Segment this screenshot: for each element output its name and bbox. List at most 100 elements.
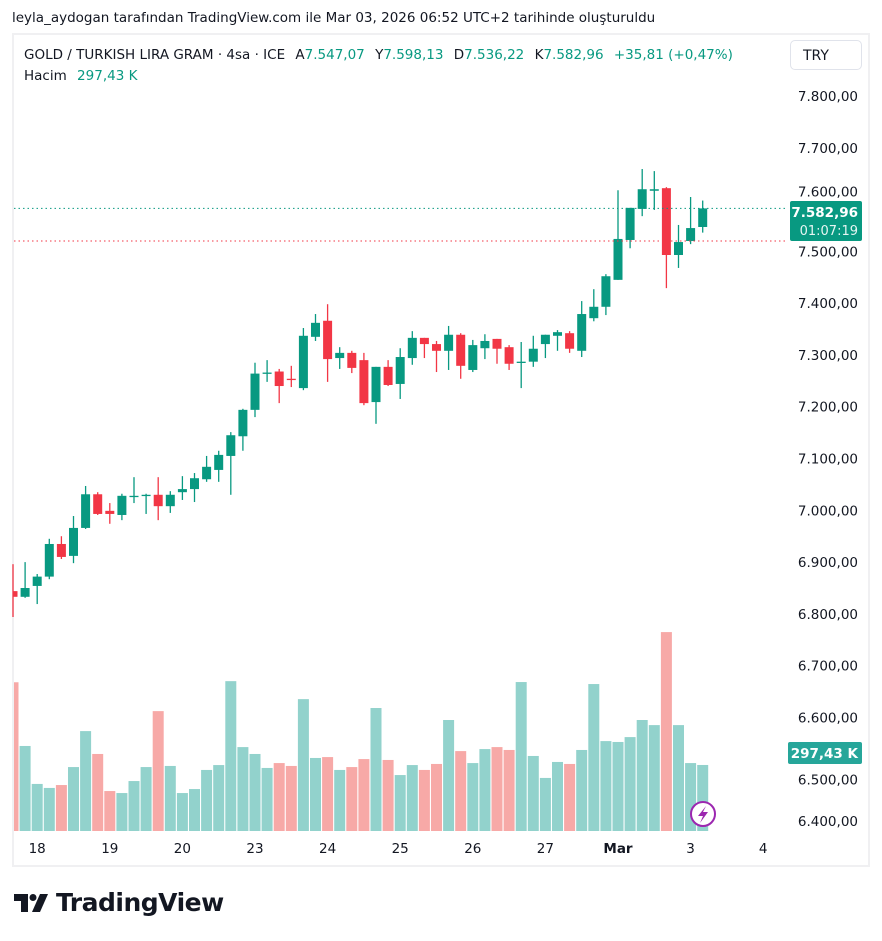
candle: [274, 368, 284, 404]
volume-bar: [443, 720, 455, 831]
volume-bar: [552, 761, 563, 831]
x-tick-label: 20: [174, 841, 191, 857]
volume-bar: [310, 757, 321, 831]
volume-bar: [455, 751, 467, 831]
candle: [456, 333, 466, 379]
candle-body: [601, 276, 611, 307]
candle-body: [359, 360, 369, 404]
last-price-value: 7.582,96: [791, 205, 858, 221]
candle: [311, 314, 320, 341]
candle-body: [298, 335, 308, 389]
candle: [613, 190, 623, 280]
volume-bar: [334, 769, 346, 831]
candle: [238, 408, 248, 451]
volume-bar: [479, 749, 491, 831]
volume-bar: [285, 765, 297, 831]
candle: [589, 289, 599, 322]
volume-bar: [14, 682, 19, 831]
candle: [492, 338, 502, 364]
candle: [262, 360, 272, 382]
candle: [395, 348, 405, 399]
candle: [504, 345, 514, 370]
candle-body: [274, 371, 284, 387]
candle-body: [649, 189, 659, 191]
candle: [105, 503, 115, 524]
chart-frame: [12, 33, 870, 867]
volume-bar: [697, 764, 709, 831]
volume-bar: [140, 767, 152, 831]
candle: [565, 331, 575, 353]
x-tick-label: 19: [101, 841, 118, 857]
volume-badge-value: 297,43 K: [791, 746, 859, 762]
volume-bar: [201, 769, 213, 831]
volume-bar: [213, 765, 225, 831]
low-label: D: [453, 47, 465, 63]
candle: [286, 365, 296, 388]
candle: [56, 536, 66, 560]
candle: [20, 562, 30, 598]
candle: [129, 477, 139, 504]
volume-bar: [491, 747, 503, 831]
x-tick-label: 26: [464, 841, 481, 857]
x-tick-label: 23: [246, 841, 263, 857]
volume-bar: [515, 682, 527, 831]
candle: [44, 538, 54, 580]
candle: [226, 432, 236, 495]
volume-bar: [249, 753, 261, 831]
x-tick-label: 3: [686, 841, 695, 857]
open-value: 7.547,07: [304, 47, 365, 63]
symbol-title[interactable]: GOLD / TURKISH LIRA GRAM · 4sa · ICE: [24, 47, 286, 63]
y-tick-label: 6.500,00: [798, 772, 858, 788]
y-tick-label: 7.200,00: [798, 400, 858, 416]
candle-body: [504, 347, 514, 364]
volume-bar: [152, 711, 164, 831]
volume-bar: [527, 755, 539, 831]
candle: [347, 350, 357, 374]
x-tick-label: Mar: [603, 841, 633, 857]
tradingview-logo[interactable]: TradingView: [14, 888, 224, 917]
candle-body: [674, 242, 683, 255]
candle-body: [395, 357, 405, 384]
volume-bar: [80, 731, 92, 831]
candle: [359, 352, 369, 406]
volume-bar: [31, 783, 43, 831]
candle-body: [105, 510, 115, 514]
volume-bar: [128, 781, 140, 831]
candle-body: [383, 366, 393, 385]
volume-bar: [273, 763, 285, 831]
volume-bar: [104, 791, 116, 831]
currency-button[interactable]: TRY: [790, 40, 862, 70]
logo-text: TradingView: [56, 888, 224, 917]
volume-badge: [788, 742, 862, 764]
volume-bar: [55, 785, 67, 831]
candle-body: [286, 378, 296, 381]
volume-bar: [346, 767, 358, 831]
candle-body: [20, 588, 30, 597]
volume-bar: [648, 725, 660, 831]
y-tick-label: 7.800,00: [798, 89, 858, 105]
candle: [674, 224, 683, 268]
candle: [407, 331, 417, 365]
volume-bar: [92, 753, 104, 831]
volume-bar: [576, 749, 588, 831]
volume-bar: [600, 741, 612, 831]
x-tick-label: 25: [392, 841, 409, 857]
volume-label[interactable]: Hacim: [24, 68, 67, 84]
volume-bar: [418, 769, 430, 831]
y-tick-label: 6.600,00: [798, 710, 858, 726]
attribution-text: leyla_aydogan tarafından TradingView.com…: [12, 10, 656, 26]
close-label: K: [534, 47, 544, 63]
candle-body: [141, 494, 151, 497]
volume-bar: [394, 775, 406, 831]
lightning-icon[interactable]: [690, 801, 716, 827]
candle-body: [69, 527, 78, 556]
candle: [202, 455, 212, 482]
candle: [298, 328, 308, 391]
volume-bar: [261, 767, 273, 831]
volume-bar: [370, 708, 382, 831]
candle: [468, 339, 478, 373]
candle-body: [323, 320, 333, 360]
volume-bar: [19, 745, 31, 831]
candle: [93, 492, 103, 515]
